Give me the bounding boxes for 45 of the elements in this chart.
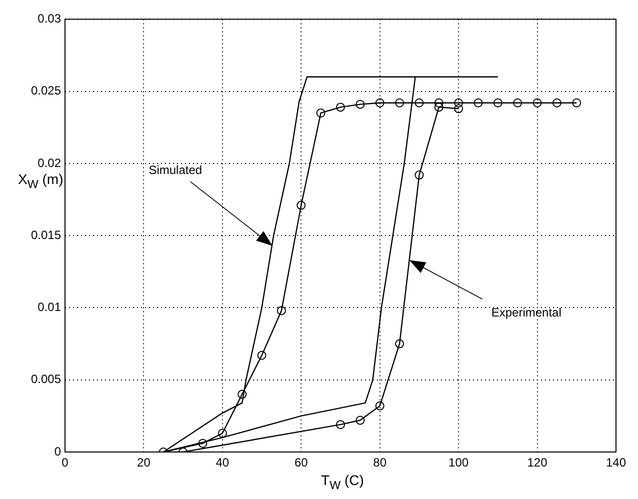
x-tick-label: 100 bbox=[448, 456, 469, 470]
point bbox=[296, 200, 306, 210]
point bbox=[356, 100, 365, 109]
point bbox=[493, 98, 502, 108]
point bbox=[356, 416, 365, 425]
y-axis-title: X$_{W}$ (m) bbox=[18, 171, 64, 191]
point bbox=[238, 390, 247, 399]
x-axis-title: T$_{W}$ (C) bbox=[320, 472, 365, 492]
point bbox=[434, 102, 444, 112]
point bbox=[414, 170, 424, 180]
point bbox=[532, 98, 542, 108]
y-tick-label: 0.02 bbox=[38, 156, 62, 170]
y-tick-label: 0 bbox=[54, 444, 62, 458]
point bbox=[276, 306, 286, 316]
point bbox=[218, 428, 227, 438]
point bbox=[336, 420, 345, 430]
point bbox=[414, 98, 424, 108]
x-tick-label: 60 bbox=[294, 456, 308, 470]
x-tick-label: 20 bbox=[137, 456, 151, 470]
y-tick-label: 0.025 bbox=[30, 84, 62, 98]
point bbox=[454, 98, 464, 108]
annotation: Simulated bbox=[148, 163, 202, 178]
point bbox=[572, 98, 582, 108]
point bbox=[513, 98, 522, 108]
point bbox=[395, 339, 404, 348]
x-tick-label: 80 bbox=[373, 456, 387, 470]
x-tick-label: 40 bbox=[216, 456, 230, 470]
point bbox=[552, 98, 562, 108]
point bbox=[395, 98, 404, 108]
point bbox=[198, 438, 208, 448]
x-tick-label: 120 bbox=[527, 456, 548, 470]
point bbox=[375, 98, 384, 108]
point bbox=[336, 102, 345, 112]
y-tick-label: 0.005 bbox=[30, 372, 62, 386]
point bbox=[316, 108, 326, 118]
point bbox=[474, 98, 483, 108]
x-tick-label: 140 bbox=[606, 456, 626, 470]
annotation: Experimental bbox=[491, 305, 562, 320]
y-tick-label: 0.01 bbox=[38, 300, 62, 314]
point bbox=[434, 98, 444, 108]
point bbox=[257, 350, 266, 360]
point bbox=[375, 401, 384, 410]
y-tick-label: 0.03 bbox=[38, 12, 62, 26]
point bbox=[454, 104, 464, 114]
y-tick-label: 0.015 bbox=[30, 228, 62, 242]
